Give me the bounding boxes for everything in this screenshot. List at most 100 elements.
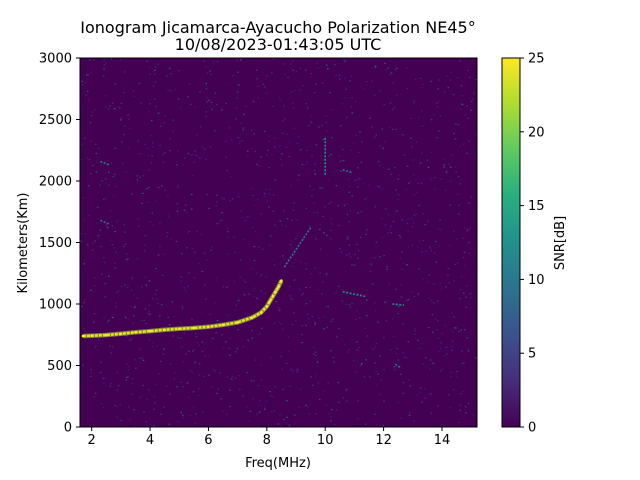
noise-speck xyxy=(111,102,114,104)
noise-speck xyxy=(315,144,318,146)
noise-speck xyxy=(464,406,467,408)
noise-speck xyxy=(177,150,179,152)
noise-speck xyxy=(470,297,472,299)
noise-speck xyxy=(339,78,341,80)
noise-speck xyxy=(402,323,404,325)
noise-speck xyxy=(314,413,317,415)
noise-speck xyxy=(440,178,442,180)
noise-speck xyxy=(277,307,280,309)
noise-speck xyxy=(112,316,114,319)
noise-speck xyxy=(181,307,184,309)
noise-speck xyxy=(293,312,295,314)
noise-speck xyxy=(114,405,116,407)
noise-speck xyxy=(296,142,299,144)
noise-speck xyxy=(281,153,283,155)
noise-speck xyxy=(395,67,398,69)
noise-speck xyxy=(277,293,280,295)
noise-speck xyxy=(346,400,348,402)
noise-speck xyxy=(330,154,332,156)
noise-speck xyxy=(422,278,424,280)
noise-speck xyxy=(94,109,96,111)
noise-speck xyxy=(289,295,291,297)
noise-speck xyxy=(93,285,96,287)
noise-speck xyxy=(305,404,307,406)
noise-speck xyxy=(192,350,194,352)
noise-speck xyxy=(163,152,166,154)
noise-speck xyxy=(329,92,331,94)
noise-speck xyxy=(436,137,438,139)
noise-speck xyxy=(459,60,461,62)
noise-speck xyxy=(255,163,258,166)
noise-speck xyxy=(186,382,189,384)
noise-speck xyxy=(149,313,151,315)
noise-speck xyxy=(382,147,384,149)
noise-speck xyxy=(180,337,182,339)
noise-speck xyxy=(375,134,377,136)
noise-speck xyxy=(260,273,263,276)
noise-speck xyxy=(357,400,359,402)
noise-speck xyxy=(208,374,210,376)
noise-speck xyxy=(437,320,439,322)
x-axis-ticks: 2 4 6 8 10 12 14 xyxy=(88,427,450,448)
noise-speck xyxy=(397,178,400,180)
noise-speck xyxy=(108,184,110,186)
noise-speck xyxy=(380,379,382,381)
noise-speck xyxy=(355,100,357,102)
noise-speck xyxy=(93,396,96,398)
noise-speck xyxy=(104,198,107,200)
noise-speck xyxy=(293,127,296,129)
noise-speck xyxy=(342,160,344,162)
noise-speck xyxy=(465,296,467,298)
noise-speck xyxy=(379,355,381,357)
noise-speck xyxy=(288,424,290,426)
noise-speck xyxy=(429,359,432,361)
noise-speck xyxy=(353,360,355,362)
noise-speck xyxy=(458,421,460,424)
y-tick-label: 3000 xyxy=(39,52,72,67)
noise-speck xyxy=(148,304,151,306)
noise-speck xyxy=(468,241,470,244)
noise-speck xyxy=(109,345,111,347)
noise-speck xyxy=(401,268,403,270)
noise-speck xyxy=(127,318,129,320)
noise-speck xyxy=(95,152,98,154)
noise-speck xyxy=(188,396,190,398)
noise-speck xyxy=(248,293,250,295)
noise-speck xyxy=(111,244,114,246)
noise-speck xyxy=(374,310,377,312)
noise-speck xyxy=(187,232,189,234)
noise-speck xyxy=(377,161,380,163)
noise-speck xyxy=(149,221,152,223)
noise-speck xyxy=(411,226,414,228)
noise-speck xyxy=(287,76,289,78)
noise-speck xyxy=(260,364,263,366)
noise-speck xyxy=(417,294,420,296)
noise-speck xyxy=(205,298,207,300)
noise-speck xyxy=(127,286,129,288)
noise-speck xyxy=(315,354,317,357)
noise-speck xyxy=(348,191,350,193)
noise-speck xyxy=(220,398,223,400)
noise-speck xyxy=(370,263,372,265)
noise-speck xyxy=(203,284,206,286)
noise-speck xyxy=(466,105,468,107)
noise-speck xyxy=(88,159,91,161)
noise-speck xyxy=(314,351,317,353)
noise-speck xyxy=(375,241,378,243)
noise-speck xyxy=(281,368,284,370)
noise-speck xyxy=(92,321,95,323)
noise-speck xyxy=(91,165,94,167)
noise-speck xyxy=(366,315,368,317)
noise-speck xyxy=(278,97,280,99)
noise-speck xyxy=(297,179,299,181)
noise-speck xyxy=(145,284,148,286)
noise-speck xyxy=(334,423,336,426)
noise-speck xyxy=(237,329,239,331)
noise-speck xyxy=(268,193,270,195)
noise-speck xyxy=(194,150,196,152)
noise-speck xyxy=(401,219,403,221)
noise-speck xyxy=(180,253,183,255)
noise-speck xyxy=(89,59,91,61)
noise-speck xyxy=(86,157,89,159)
noise-speck xyxy=(198,344,200,347)
